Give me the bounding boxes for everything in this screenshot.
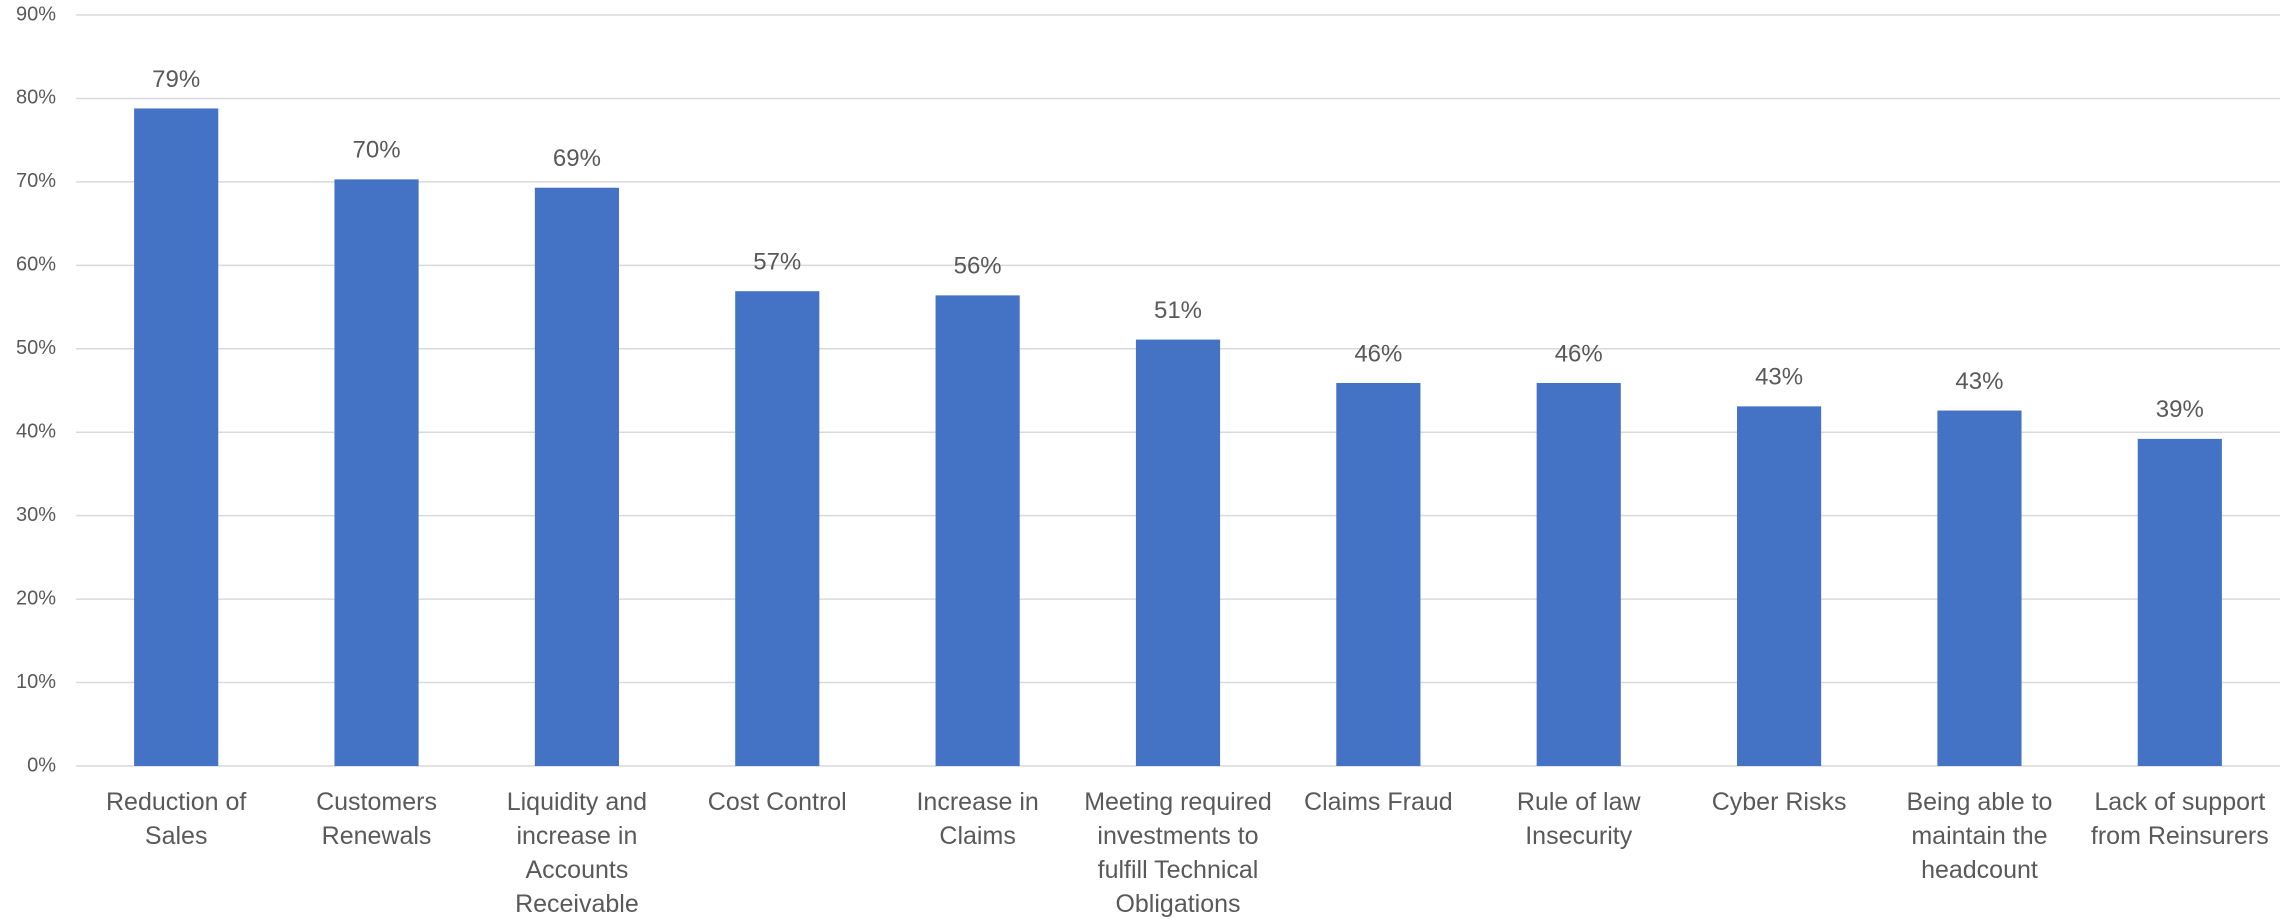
y-tick-label: 30%: [16, 504, 56, 526]
x-tick-label: Meeting required investments to fulfill Te…: [1084, 788, 1272, 918]
x-tick-label: Lack of support from Reinsurers: [2091, 788, 2269, 850]
y-tick-label: 50%: [16, 337, 56, 359]
x-tick-label: Rule of law Insecurity: [1517, 788, 1642, 850]
value-label: 43%: [1955, 368, 2003, 395]
x-tick-label: Reduction of Sales: [106, 788, 246, 850]
value-label: 46%: [1354, 340, 1402, 367]
y-tick-label: 80%: [16, 87, 56, 109]
y-tick-label: 90%: [16, 3, 56, 25]
x-tick-label: Liquidity and increase in Accounts Receivab…: [507, 788, 647, 918]
bar: [935, 295, 1020, 766]
bar: [2137, 438, 2222, 766]
x-tick-label: Being able to maintain the headcount: [1906, 788, 2052, 884]
y-tick-label: 70%: [16, 170, 56, 192]
value-label: 46%: [1555, 340, 1603, 367]
y-tick-label: 60%: [16, 254, 56, 276]
value-label: 79%: [152, 66, 200, 93]
value-label: 56%: [954, 253, 1002, 280]
x-tick-label: Cyber Risks: [1712, 788, 1847, 816]
bar: [1135, 339, 1221, 766]
bar: [735, 291, 820, 766]
x-tick-label: Cost Control: [708, 788, 847, 816]
x-tick-label: Customers Renewals: [316, 788, 437, 850]
bar: [1536, 382, 1621, 766]
bar: [534, 187, 619, 767]
y-tick-label: 0%: [27, 754, 56, 776]
x-tick-label: Increase in Claims: [916, 788, 1038, 850]
y-tick-label: 20%: [16, 587, 56, 609]
y-tick-label: 10%: [16, 671, 56, 693]
value-label: 39%: [2156, 396, 2204, 423]
value-label: 70%: [353, 137, 401, 164]
bar: [1737, 406, 1822, 766]
bar: [134, 108, 219, 767]
value-label: 51%: [1154, 297, 1202, 324]
y-tick-label: 40%: [16, 421, 56, 443]
value-label: 43%: [1755, 364, 1803, 391]
value-label: 69%: [553, 145, 601, 172]
bar: [1336, 382, 1421, 766]
bar: [334, 179, 419, 766]
value-label: 57%: [753, 249, 801, 276]
x-tick-label: Claims Fraud: [1304, 788, 1453, 816]
bar: [1937, 410, 2022, 766]
